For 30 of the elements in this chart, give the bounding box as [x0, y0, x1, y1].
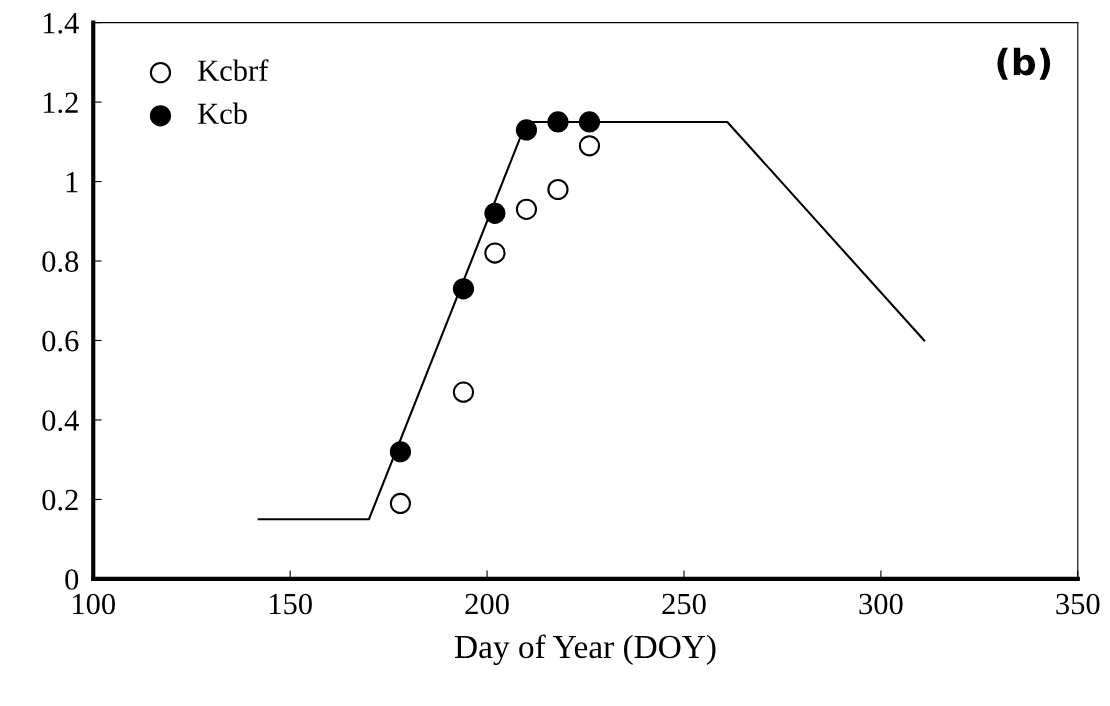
x-tick-label: 250 [662, 593, 706, 615]
y-tick-label: 1 [66, 171, 78, 193]
point [547, 178, 569, 201]
y-tick-label: 0 [65, 569, 79, 590]
point [389, 441, 412, 463]
point [515, 198, 538, 220]
annotation: (b) [997, 47, 1051, 80]
x-tick-label: 150 [269, 593, 312, 615]
point [484, 202, 506, 224]
y-tick-label: 0.8 [42, 251, 79, 273]
x-tick-label: 350 [1056, 593, 1100, 615]
y-tick-label: 1.2 [43, 92, 78, 114]
point [389, 492, 412, 515]
point [452, 278, 475, 300]
point [578, 135, 601, 157]
legend-label: Kcbrf [198, 59, 269, 81]
x-tick-label: 100 [73, 593, 115, 615]
y-tick-label: 0.2 [42, 489, 78, 511]
y-tick-label: 0.4 [42, 410, 79, 431]
y-tick-label: 0.6 [42, 330, 79, 352]
point [578, 111, 601, 133]
x-tick-label: 300 [859, 593, 903, 615]
y-tick-label: 1.4 [43, 13, 79, 34]
point [547, 111, 569, 133]
point [452, 381, 475, 403]
legend-label: Kcb [198, 102, 247, 125]
x-axis-title: Day of Year (DOY) [455, 634, 716, 666]
x-tick-label: 200 [465, 593, 509, 615]
point [515, 119, 538, 141]
point [484, 242, 506, 264]
